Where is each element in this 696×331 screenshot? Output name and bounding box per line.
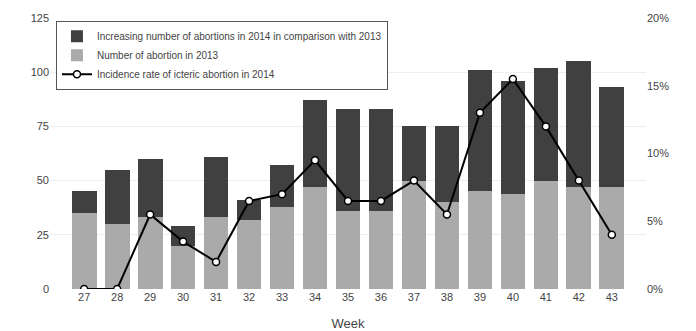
svg-text:28: 28 [111,291,123,303]
svg-text:43: 43 [606,291,618,303]
svg-text:5%: 5% [647,215,663,227]
svg-text:34: 34 [309,291,321,303]
svg-text:30: 30 [177,291,189,303]
svg-text:39: 39 [474,291,486,303]
svg-text:75: 75 [37,120,49,132]
svg-text:0%: 0% [647,283,663,295]
svg-text:31: 31 [210,291,222,303]
svg-text:25: 25 [37,229,49,241]
svg-text:50: 50 [37,174,49,186]
svg-text:27: 27 [78,291,90,303]
svg-text:42: 42 [573,291,585,303]
svg-text:Increasing number of abortions: Increasing number of abortions in 2014 i… [97,31,381,42]
svg-text:Incidence rate of icteric abor: Incidence rate of icteric abortion in 20… [97,69,275,80]
svg-text:100: 100 [31,66,49,78]
svg-text:37: 37 [408,291,420,303]
svg-text:Week: Week [332,316,365,331]
svg-text:36: 36 [375,291,387,303]
svg-text:33: 33 [276,291,288,303]
svg-text:10%: 10% [647,147,669,159]
svg-text:Number of abortion in 2013: Number of abortion in 2013 [97,50,219,61]
svg-text:20%: 20% [647,12,669,24]
svg-text:32: 32 [243,291,255,303]
svg-text:0: 0 [43,283,49,295]
svg-text:38: 38 [441,291,453,303]
svg-text:40: 40 [507,291,519,303]
svg-text:35: 35 [342,291,354,303]
svg-text:125: 125 [31,12,49,24]
svg-text:29: 29 [144,291,156,303]
svg-text:15%: 15% [647,80,669,92]
svg-text:41: 41 [540,291,552,303]
